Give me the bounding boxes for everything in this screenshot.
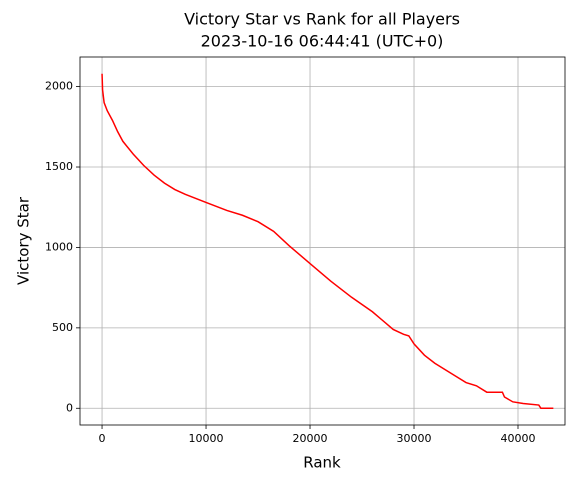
chart-subtitle: 2023-10-16 06:44:41 (UTC+0) [201,32,444,51]
x-tick-label: 40000 [500,432,535,445]
y-axis-label: Victory Star [15,196,33,285]
data-line [101,73,554,410]
chart-title: Victory Star vs Rank for all Players [184,10,460,29]
x-tick-label: 10000 [189,432,224,445]
plot-frame [79,56,566,426]
y-tick-label: 1500 [45,160,73,173]
y-tick-label: 2000 [45,80,73,93]
y-tick-label: 500 [52,321,73,334]
x-axis-label: Rank [303,454,341,472]
y-tick-label: 1000 [45,240,73,253]
x-tick-label: 0 [99,432,106,445]
x-tick-label: 20000 [293,432,328,445]
x-tick-label: 30000 [397,432,432,445]
y-tick-label: 0 [66,401,73,414]
